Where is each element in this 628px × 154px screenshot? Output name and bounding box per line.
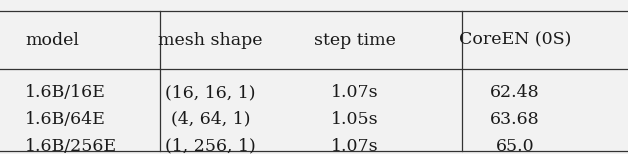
Text: (1, 256, 1): (1, 256, 1) (165, 138, 256, 154)
Text: mesh shape: mesh shape (158, 32, 263, 49)
Text: 63.68: 63.68 (490, 111, 540, 128)
Text: model: model (25, 32, 79, 49)
Text: 1.07s: 1.07s (331, 84, 379, 101)
Text: (16, 16, 1): (16, 16, 1) (165, 84, 256, 101)
Text: 62.48: 62.48 (490, 84, 540, 101)
Text: 65.0: 65.0 (495, 138, 534, 154)
Text: 1.07s: 1.07s (331, 138, 379, 154)
Text: 1.6B/16E: 1.6B/16E (25, 84, 106, 101)
Text: 1.05s: 1.05s (331, 111, 379, 128)
Text: (4, 64, 1): (4, 64, 1) (171, 111, 250, 128)
Text: 1.6B/64E: 1.6B/64E (25, 111, 106, 128)
Text: CoreEN (0S): CoreEN (0S) (459, 32, 571, 49)
Text: 1.6B/256E: 1.6B/256E (25, 138, 117, 154)
Text: step time: step time (314, 32, 396, 49)
